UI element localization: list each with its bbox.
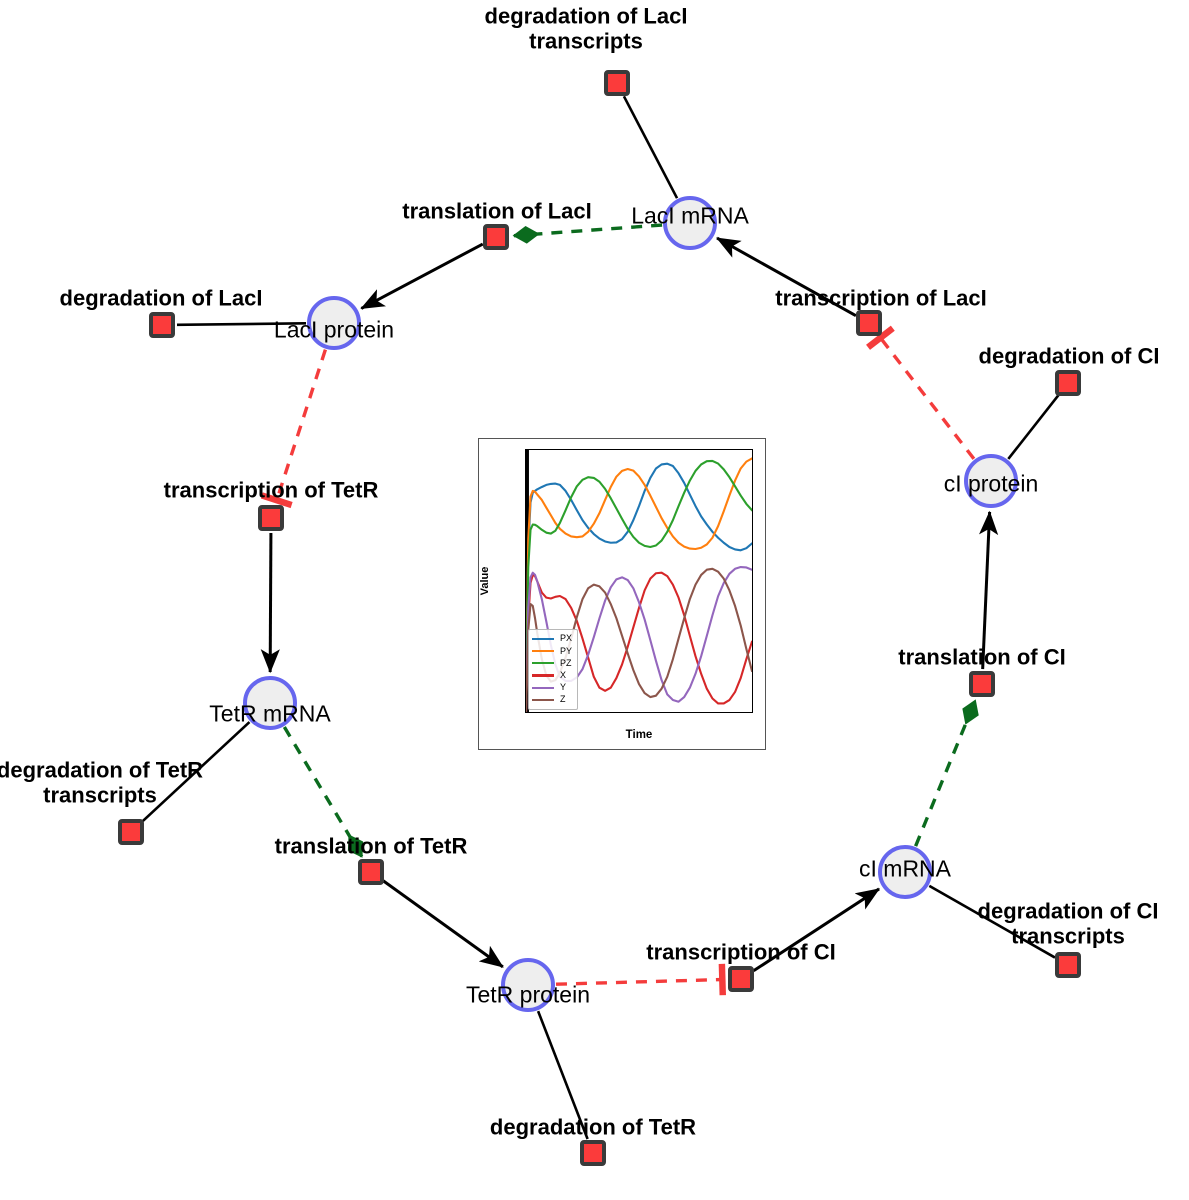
legend-swatch-x [532, 674, 554, 677]
edge-plain [176, 322, 307, 327]
species-node-cI-mrna[interactable] [878, 845, 932, 899]
legend-label-x: X [560, 670, 567, 681]
reaction-node-transcription-tetR[interactable] [258, 505, 284, 531]
edge-inhibition [555, 963, 726, 996]
plot-legend: PX PY PZ X Y Z [528, 628, 579, 710]
plot-series-py [526, 457, 752, 696]
plot-xtick-mark [695, 712, 696, 713]
edge-production [360, 242, 484, 310]
legend-swatch-z [532, 698, 554, 701]
species-node-tetR-protein[interactable] [501, 958, 555, 1012]
edge-layer [141, 95, 1060, 1140]
reaction-node-translation-tetR[interactable] [358, 859, 384, 885]
edge-inhibition [866, 325, 976, 460]
plot-legend-item-y: Y [532, 682, 572, 694]
legend-swatch-pz [532, 662, 554, 665]
plot-ytick-mark [525, 653, 526, 654]
edge-plain [1007, 393, 1060, 460]
plot-xtick-mark [582, 712, 583, 713]
reaction-node-deg-tetR-transcripts[interactable] [118, 819, 144, 845]
legend-swatch-py [532, 650, 554, 653]
plot-x-axis-label: Time [625, 729, 653, 741]
reaction-node-deg-lacI[interactable] [149, 312, 175, 338]
edge-production [382, 879, 504, 969]
reaction-node-deg-tetR[interactable] [580, 1140, 606, 1166]
edge-catalysis [282, 726, 364, 858]
legend-swatch-px [532, 637, 554, 641]
species-node-cI-protein[interactable] [964, 454, 1018, 508]
reaction-node-translation-cI[interactable] [969, 671, 995, 697]
edge-plain [141, 721, 251, 823]
legend-label-px: PX [560, 633, 573, 644]
reaction-node-transcription-cI[interactable] [728, 966, 754, 992]
plot-series-px [526, 462, 752, 696]
plot-ytick-mark [525, 477, 526, 478]
plot-series-pz [526, 459, 752, 696]
edge-catalysis [512, 223, 663, 244]
plot-legend-item-py: PY [532, 645, 572, 657]
legend-label-y: Y [560, 682, 567, 693]
legend-label-pz: PZ [560, 657, 572, 668]
edge-catalysis [914, 699, 979, 847]
plot-legend-item-px: PX [532, 633, 572, 645]
plot-series-x [526, 571, 752, 712]
plot-ytick-mark [525, 594, 526, 595]
plot-xtick-mark [638, 712, 639, 713]
species-node-tetR-mrna[interactable] [243, 676, 297, 730]
edge-plain [622, 95, 679, 199]
plot-legend-item-x: X [532, 669, 572, 681]
legend-label-z: Z [560, 694, 566, 705]
plot-xtick-mark [751, 712, 752, 713]
reaction-node-translation-lacI[interactable] [483, 224, 509, 250]
edge-production [716, 236, 857, 317]
reaction-node-transcription-lacI[interactable] [856, 310, 882, 336]
plot-legend-item-pz: PZ [532, 657, 572, 669]
plot-y-axis-label: Value [479, 566, 491, 596]
plot-xtick-mark [525, 712, 526, 713]
reaction-node-deg-lacI-transcripts[interactable] [604, 70, 630, 96]
plot-legend-item-z: Z [532, 694, 572, 706]
edge-production [260, 532, 280, 674]
legend-swatch-y [532, 686, 554, 689]
edge-production [752, 887, 881, 973]
legend-label-py: PY [560, 645, 573, 656]
reaction-node-deg-cI[interactable] [1055, 370, 1081, 396]
edge-production [979, 510, 999, 670]
edge-inhibition [260, 349, 328, 509]
plot-ytick-mark [525, 536, 526, 537]
edge-plain [928, 884, 1056, 959]
edge-plain [536, 1010, 589, 1140]
reaction-node-deg-cI-transcripts[interactable] [1055, 952, 1081, 978]
species-node-lacI-protein[interactable] [307, 296, 361, 350]
species-node-lacI-mrna[interactable] [663, 196, 717, 250]
